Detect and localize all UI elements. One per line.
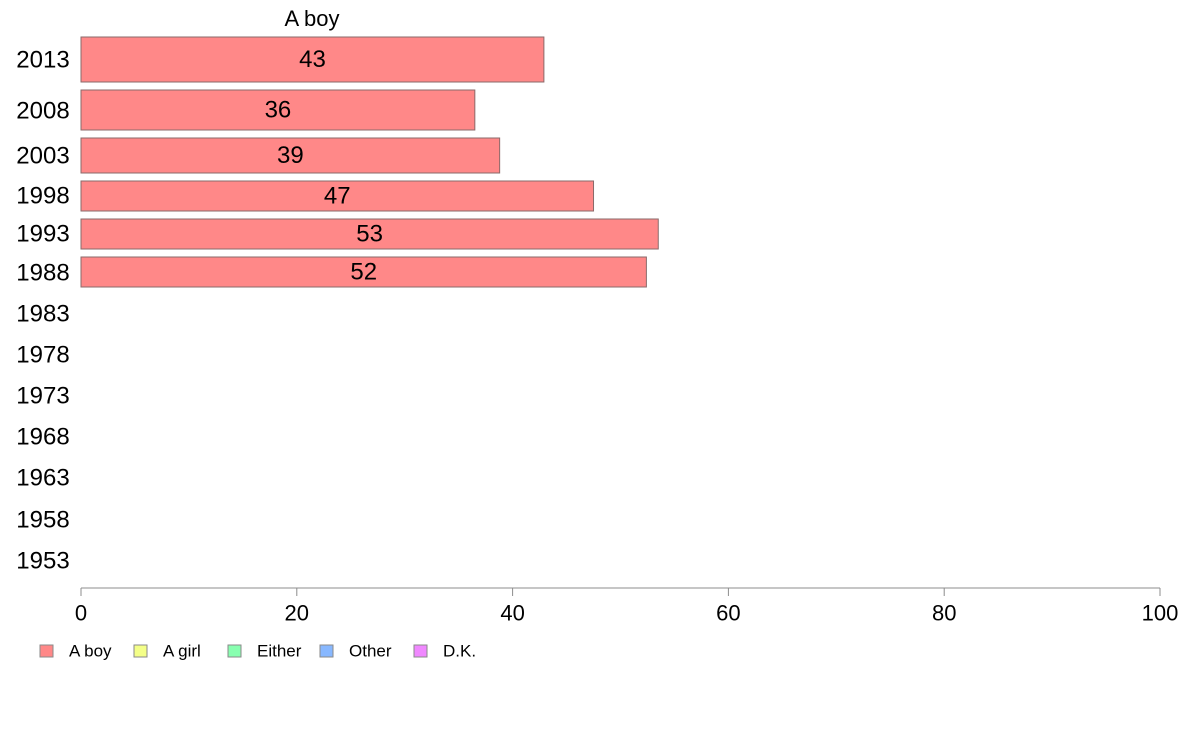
value-label-1998: 47 xyxy=(324,183,351,210)
bar-1988 xyxy=(80,256,647,288)
value-label-1988: 52 xyxy=(350,259,377,286)
year-label-1973: 1973 xyxy=(16,383,69,410)
x-tick-label-20: 20 xyxy=(285,601,309,626)
year-label-1953: 1953 xyxy=(16,548,69,575)
value-label-2008: 36 xyxy=(265,97,292,124)
bar-2013 xyxy=(80,36,545,83)
x-tick-label-60: 60 xyxy=(716,601,740,626)
year-label-1978: 1978 xyxy=(16,342,69,369)
year-label-2008: 2008 xyxy=(16,98,69,125)
legend-swatch-a-girl xyxy=(133,644,148,658)
year-label-2003: 2003 xyxy=(16,143,69,170)
year-label-1958: 1958 xyxy=(16,507,69,534)
value-label-1993: 53 xyxy=(356,221,383,248)
legend-label-d-k: D.K. xyxy=(443,642,476,661)
value-label-2003: 39 xyxy=(277,142,304,169)
year-labels: 2013 2008 2003 1998 1993 1988 1983 1978 1973 1968… xyxy=(16,47,69,575)
year-label-1998: 1998 xyxy=(16,183,69,210)
year-label-1988: 1988 xyxy=(16,260,69,287)
legend-swatch-d-k xyxy=(413,644,428,658)
year-label-1993: 1993 xyxy=(16,221,69,248)
legend-swatch-either xyxy=(227,644,242,658)
legend-swatch-a-boy xyxy=(39,644,54,658)
year-label-2013: 2013 xyxy=(16,47,69,74)
legend-swatch-other xyxy=(319,644,334,658)
value-label-2013: 43 xyxy=(299,46,326,73)
x-tick-label-80: 80 xyxy=(932,601,956,626)
x-tick-label-0: 0 xyxy=(75,601,87,626)
series-title: A boy xyxy=(284,6,339,31)
legend-label-other: Other xyxy=(349,642,392,661)
legend: A boy A girl Either Other D.K. xyxy=(39,642,476,661)
year-label-1983: 1983 xyxy=(16,301,69,328)
bar-2008 xyxy=(80,89,476,131)
bar-1998 xyxy=(80,180,595,212)
bar-2003 xyxy=(80,137,501,174)
x-axis: 0 20 40 60 80 100 xyxy=(75,587,1179,626)
bars-layer xyxy=(80,36,659,288)
year-label-1963: 1963 xyxy=(16,465,69,492)
x-tick-label-100: 100 xyxy=(1142,601,1179,626)
legend-label-a-boy: A boy xyxy=(69,642,112,661)
legend-label-either: Either xyxy=(257,642,302,661)
x-tick-label-40: 40 xyxy=(500,601,524,626)
legend-label-a-girl: A girl xyxy=(163,642,201,661)
bar-1993 xyxy=(80,218,659,250)
year-label-1968: 1968 xyxy=(16,424,69,451)
